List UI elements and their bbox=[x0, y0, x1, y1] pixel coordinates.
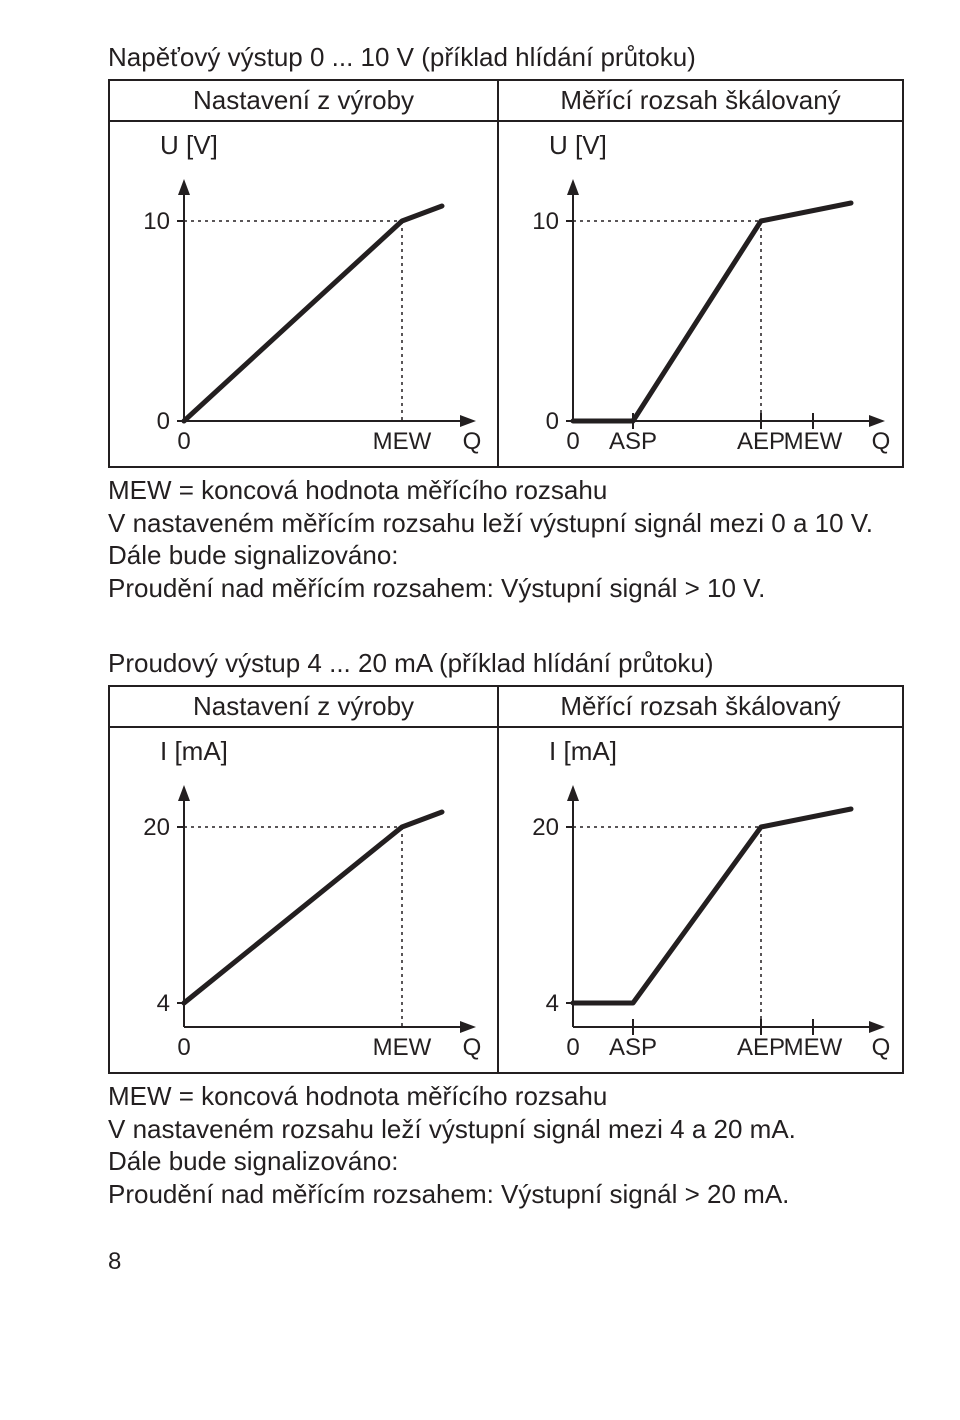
svg-text:ASP: ASP bbox=[609, 1034, 657, 1061]
current-footer-l1: MEW = koncová hodnota měřícího rozsahu bbox=[108, 1080, 904, 1113]
current-chart-scaled-cell: I [mA] 20 40 ASP AEPMEW Q bbox=[498, 727, 903, 1073]
svg-text:AEP: AEP bbox=[737, 1034, 785, 1061]
svg-text:Q: Q bbox=[463, 1034, 482, 1061]
current-footer-l3: Dále bude signalizováno: bbox=[108, 1145, 904, 1178]
current-footer-l4: Proudění nad měřícím rozsahem: Výstupní … bbox=[108, 1178, 904, 1211]
page: Napěťový výstup 0 ... 10 V (příklad hlíd… bbox=[0, 0, 960, 1306]
svg-text:4: 4 bbox=[157, 990, 170, 1017]
svg-text:ASP: ASP bbox=[609, 428, 657, 455]
svg-text:AEP: AEP bbox=[737, 428, 785, 455]
voltage-footer-l1: MEW = koncová hodnota měřícího rozsahu bbox=[108, 474, 904, 507]
svg-text:Q: Q bbox=[872, 428, 891, 455]
voltage-section-title: Napěťový výstup 0 ... 10 V (příklad hlíd… bbox=[108, 42, 904, 73]
svg-text:20: 20 bbox=[143, 814, 170, 841]
current-header-scaled: Měřící rozsah škálovaný bbox=[498, 686, 903, 727]
chart-svg: 20 40 MEW Q bbox=[124, 767, 484, 1067]
svg-text:0: 0 bbox=[157, 408, 170, 435]
voltage-chart-factory-cell: U [V] 10 00 MEW Q bbox=[109, 121, 498, 467]
voltage-chart-scaled-cell: U [V] 10 00 ASP AEPMEW Q bbox=[498, 121, 903, 467]
svg-text:0: 0 bbox=[177, 428, 190, 455]
current-yaxis-label-right: I [mA] bbox=[513, 736, 902, 767]
voltage-footer-l4: Proudění nad měřícím rozsahem: Výstupní … bbox=[108, 572, 904, 605]
chart-svg: 10 00 MEW Q bbox=[124, 161, 484, 461]
svg-text:0: 0 bbox=[566, 1034, 579, 1061]
current-section-title: Proudový výstup 4 ... 20 mA (příklad hlí… bbox=[108, 648, 904, 679]
current-table: Nastavení z výroby Měřící rozsah škálova… bbox=[108, 685, 904, 1074]
svg-text:20: 20 bbox=[532, 814, 559, 841]
current-header-factory: Nastavení z výroby bbox=[109, 686, 498, 727]
svg-text:10: 10 bbox=[532, 208, 559, 235]
svg-text:Q: Q bbox=[463, 428, 482, 455]
svg-text:MEW: MEW bbox=[373, 1034, 432, 1061]
voltage-yaxis-label-right: U [V] bbox=[513, 130, 902, 161]
current-chart-factory-cell: I [mA] 20 40 MEW Q bbox=[109, 727, 498, 1073]
current-yaxis-label-left: I [mA] bbox=[124, 736, 497, 767]
svg-text:MEW: MEW bbox=[784, 1034, 843, 1061]
voltage-chart-scaled: 10 00 ASP AEPMEW Q bbox=[513, 161, 902, 466]
svg-text:0: 0 bbox=[546, 408, 559, 435]
voltage-footer-l3: Dále bude signalizováno: bbox=[108, 539, 904, 572]
current-chart-factory: 20 40 MEW Q bbox=[124, 767, 497, 1072]
voltage-yaxis-label-left: U [V] bbox=[124, 130, 497, 161]
svg-text:MEW: MEW bbox=[373, 428, 432, 455]
svg-text:10: 10 bbox=[143, 208, 170, 235]
voltage-header-factory: Nastavení z výroby bbox=[109, 80, 498, 121]
current-footer: MEW = koncová hodnota měřícího rozsahu V… bbox=[108, 1080, 904, 1210]
chart-svg: 10 00 ASP AEPMEW Q bbox=[513, 161, 893, 461]
voltage-footer: MEW = koncová hodnota měřícího rozsahu V… bbox=[108, 474, 904, 604]
current-chart-scaled: 20 40 ASP AEPMEW Q bbox=[513, 767, 902, 1072]
svg-text:Q: Q bbox=[872, 1034, 891, 1061]
svg-text:4: 4 bbox=[546, 990, 559, 1017]
svg-text:MEW: MEW bbox=[784, 428, 843, 455]
page-number: 8 bbox=[108, 1248, 904, 1276]
voltage-footer-l2: V nastaveném měřícím rozsahu leží výstup… bbox=[108, 507, 904, 540]
current-footer-l2: V nastaveném rozsahu leží výstupní signá… bbox=[108, 1113, 904, 1146]
voltage-chart-factory: 10 00 MEW Q bbox=[124, 161, 497, 466]
voltage-header-scaled: Měřící rozsah škálovaný bbox=[498, 80, 903, 121]
chart-svg: 20 40 ASP AEPMEW Q bbox=[513, 767, 893, 1067]
svg-text:0: 0 bbox=[566, 428, 579, 455]
svg-text:0: 0 bbox=[177, 1034, 190, 1061]
voltage-table: Nastavení z výroby Měřící rozsah škálova… bbox=[108, 79, 904, 468]
